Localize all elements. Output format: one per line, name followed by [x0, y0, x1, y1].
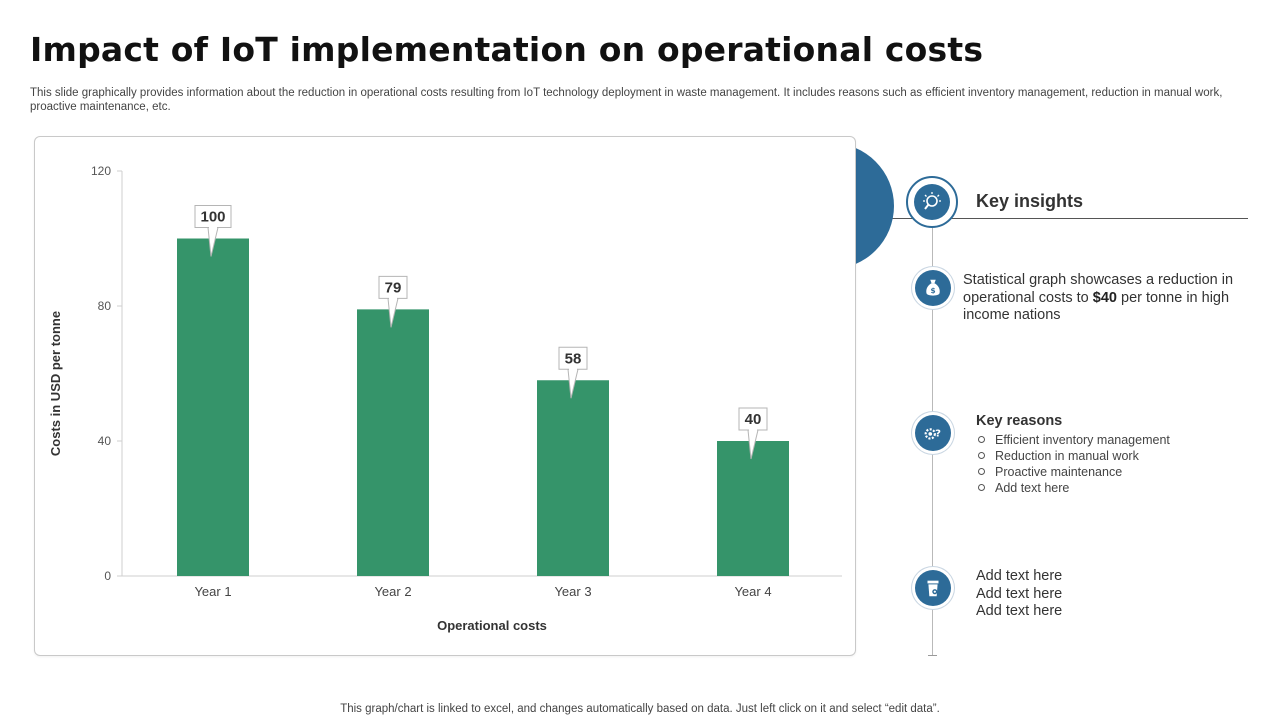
- placeholder-text-block: Add text here Add text here Add text her…: [976, 568, 1062, 621]
- key-reasons-list: Efficient inventory management Reduction…: [976, 432, 1170, 496]
- data-label-joint: [389, 296, 397, 300]
- bar: [717, 441, 789, 576]
- waste-bin-icon: [915, 570, 951, 606]
- key-insights-underline: [864, 218, 1248, 219]
- list-item: Add text here: [976, 480, 1170, 496]
- timeline-end-tick: [928, 655, 937, 656]
- data-label: 40: [745, 411, 762, 428]
- list-item: Reduction in manual work: [976, 448, 1170, 464]
- bar-chart: 0 40 80 120 100 Year 1 79 Year 2 58 Year 3 40 Year …: [48, 164, 842, 633]
- statistic-highlight: $40: [1092, 289, 1117, 306]
- data-label: 79: [385, 279, 402, 296]
- key-insights-heading: Key insights: [976, 191, 1084, 211]
- page-title: Impact of IoT implementation on operatio…: [30, 30, 984, 69]
- x-tick-label: Year 3: [554, 584, 591, 599]
- y-tick-label: 40: [98, 434, 112, 448]
- y-tick-label: 0: [104, 569, 111, 583]
- statistic-insight: Statistical graph showcases a reduction …: [963, 272, 1248, 325]
- svg-text:$: $: [930, 286, 935, 295]
- list-item: Efficient inventory management: [976, 432, 1170, 448]
- y-tick-label: 80: [98, 299, 112, 313]
- page-subtitle: This slide graphically provides informat…: [30, 87, 1223, 113]
- y-tick-label: 120: [91, 164, 111, 178]
- list-item: Proactive maintenance: [976, 464, 1170, 480]
- data-label-joint: [209, 226, 217, 229]
- x-axis-title: Operational costs: [437, 618, 547, 633]
- statistic-text-after: per tonne in high income nations: [963, 289, 1230, 324]
- y-axis-title: Costs in USD per tonne: [48, 311, 63, 456]
- bar: [177, 238, 249, 576]
- gear-question-icon: ?: [915, 415, 951, 451]
- key-reasons-heading: Key reasons: [976, 413, 1063, 429]
- svg-text:?: ?: [935, 429, 941, 440]
- data-label: 58: [565, 350, 582, 367]
- data-label-joint: [749, 428, 757, 432]
- placeholder-line: Add text here: [976, 603, 1063, 619]
- bar: [537, 380, 609, 576]
- money-bag-icon: $: [915, 270, 951, 306]
- statistic-text-before: Statistical graph showcases a reduction …: [963, 272, 1234, 306]
- x-tick-label: Year 1: [194, 584, 231, 599]
- data-label: 100: [200, 209, 225, 226]
- placeholder-line: Add text here: [976, 585, 1063, 602]
- x-tick-label: Year 4: [734, 584, 771, 599]
- placeholder-line: Add text here: [976, 568, 1063, 584]
- data-label-joint: [569, 367, 577, 371]
- bar: [357, 309, 429, 576]
- x-tick-label: Year 2: [374, 584, 411, 599]
- footer-note: This graph/chart is linked to excel, and…: [340, 703, 940, 715]
- lightbulb-search-icon: [914, 184, 950, 220]
- chart-panel[interactable]: 0 40 80 120 100 Year 1 79 Year 2 58 Year 3 40 Year …: [34, 136, 856, 656]
